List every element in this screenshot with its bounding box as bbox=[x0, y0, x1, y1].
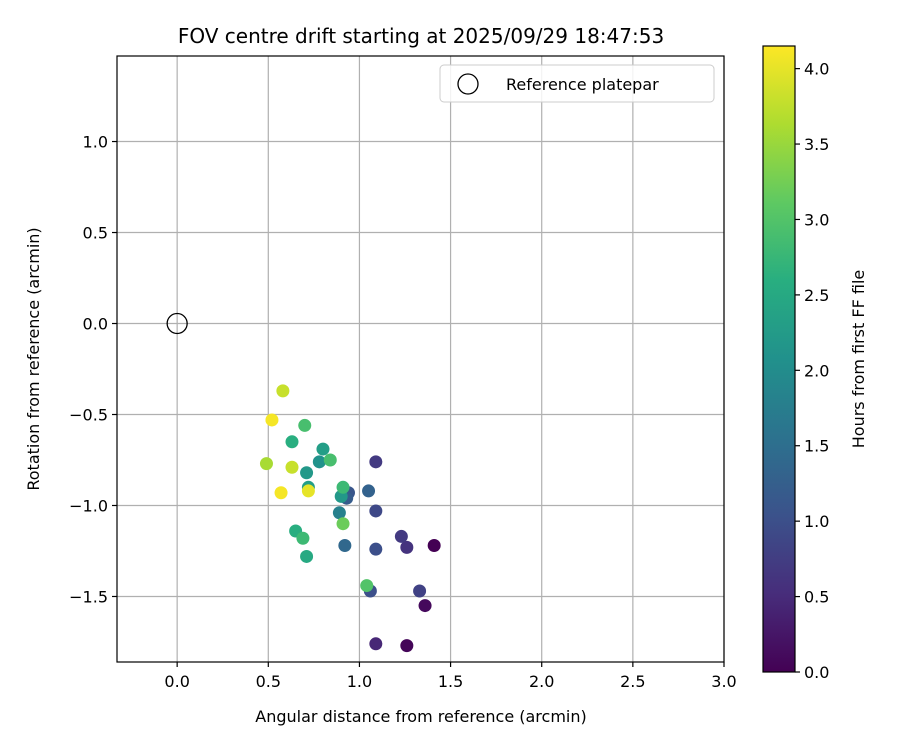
colorbar-tick-label: 4.0 bbox=[804, 60, 829, 79]
legend: Reference platepar bbox=[439, 64, 715, 103]
data-point bbox=[369, 455, 383, 469]
y-tick-label: 1.0 bbox=[83, 133, 108, 152]
data-point bbox=[298, 418, 312, 432]
x-tick-label: 0.0 bbox=[164, 672, 189, 691]
x-tick-label: 2.0 bbox=[529, 672, 554, 691]
data-point bbox=[332, 506, 346, 520]
data-point bbox=[336, 517, 350, 531]
data-point bbox=[369, 504, 383, 518]
y-tick-label: −0.5 bbox=[69, 406, 108, 425]
data-point bbox=[265, 413, 279, 427]
chart-title: FOV centre drift starting at 2025/09/29 … bbox=[178, 24, 664, 48]
data-point bbox=[400, 639, 414, 653]
data-point bbox=[338, 539, 352, 553]
data-point bbox=[400, 540, 414, 554]
plot-frame bbox=[116, 55, 725, 663]
y-tick-label: 0.0 bbox=[83, 315, 108, 334]
x-axis-ticks: 0.0 0.5 1.0 1.5 2.0 2.5 3.0 bbox=[164, 662, 737, 691]
x-tick-label: 2.5 bbox=[620, 672, 645, 691]
data-point bbox=[300, 549, 314, 563]
data-point bbox=[300, 466, 314, 480]
colorbar: 0.0 0.5 1.0 1.5 2.0 2.5 3.0 3.5 4.0 Hours from f… bbox=[762, 45, 868, 682]
data-point bbox=[274, 486, 288, 500]
legend-box bbox=[439, 64, 715, 103]
data-point bbox=[276, 384, 290, 398]
colorbar-tick-label: 3.0 bbox=[804, 210, 829, 229]
data-point bbox=[369, 542, 383, 556]
x-axis-label: Angular distance from reference (arcmin) bbox=[255, 707, 586, 726]
data-points bbox=[166, 312, 441, 653]
colorbar-frame bbox=[762, 45, 796, 673]
colorbar-tick-label: 1.5 bbox=[804, 437, 829, 456]
data-point bbox=[316, 442, 330, 456]
data-point bbox=[427, 539, 441, 553]
y-tick-label: −1.0 bbox=[69, 496, 108, 515]
legend-marker bbox=[457, 73, 479, 95]
reference-platepar-marker bbox=[166, 312, 188, 335]
x-tick-label: 3.0 bbox=[711, 672, 736, 691]
data-point bbox=[394, 529, 408, 543]
data-point bbox=[362, 484, 376, 498]
colorbar-label: Hours from first FF file bbox=[849, 270, 868, 449]
colorbar-tick-label: 2.5 bbox=[804, 286, 829, 305]
colorbar-tick-label: 0.0 bbox=[804, 663, 829, 682]
data-point bbox=[369, 637, 383, 651]
data-point bbox=[360, 579, 374, 593]
y-tick-label: 0.5 bbox=[83, 224, 108, 243]
data-point bbox=[323, 453, 337, 467]
data-point bbox=[418, 599, 432, 613]
colorbar-tick-label: 3.5 bbox=[804, 135, 829, 154]
x-tick-label: 0.5 bbox=[256, 672, 281, 691]
data-point bbox=[259, 457, 273, 471]
y-tick-label: −1.5 bbox=[69, 587, 108, 606]
x-tick-label: 1.5 bbox=[438, 672, 463, 691]
colorbar-ticks: 0.0 0.5 1.0 1.5 2.0 2.5 3.0 3.5 4.0 bbox=[795, 60, 829, 682]
y-axis-ticks: −1.5 −1.0 −0.5 0.0 0.5 1.0 bbox=[69, 133, 117, 606]
legend-label: Reference platepar bbox=[506, 75, 659, 94]
colorbar-tick-label: 0.5 bbox=[804, 588, 829, 607]
grid-lines bbox=[117, 56, 725, 662]
colorbar-tick-label: 1.0 bbox=[804, 512, 829, 531]
colorbar-tick-label: 2.0 bbox=[804, 361, 829, 380]
data-point bbox=[336, 480, 350, 494]
data-point bbox=[285, 460, 299, 474]
data-point bbox=[296, 531, 310, 545]
y-axis-label: Rotation from reference (arcmin) bbox=[24, 227, 43, 490]
data-point bbox=[312, 455, 326, 469]
data-point bbox=[285, 435, 299, 449]
data-point bbox=[301, 484, 315, 498]
x-tick-label: 1.0 bbox=[347, 672, 372, 691]
data-point bbox=[413, 584, 427, 598]
colorbar-gradient bbox=[763, 46, 795, 672]
